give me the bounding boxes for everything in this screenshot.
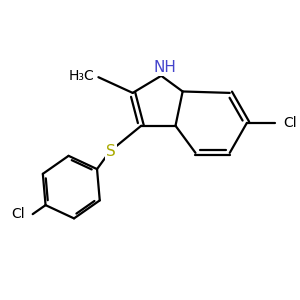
Text: Cl: Cl <box>284 116 297 130</box>
Text: Cl: Cl <box>11 207 25 221</box>
Text: H₃C: H₃C <box>68 69 94 83</box>
Text: NH: NH <box>153 60 176 75</box>
Text: S: S <box>106 145 116 160</box>
